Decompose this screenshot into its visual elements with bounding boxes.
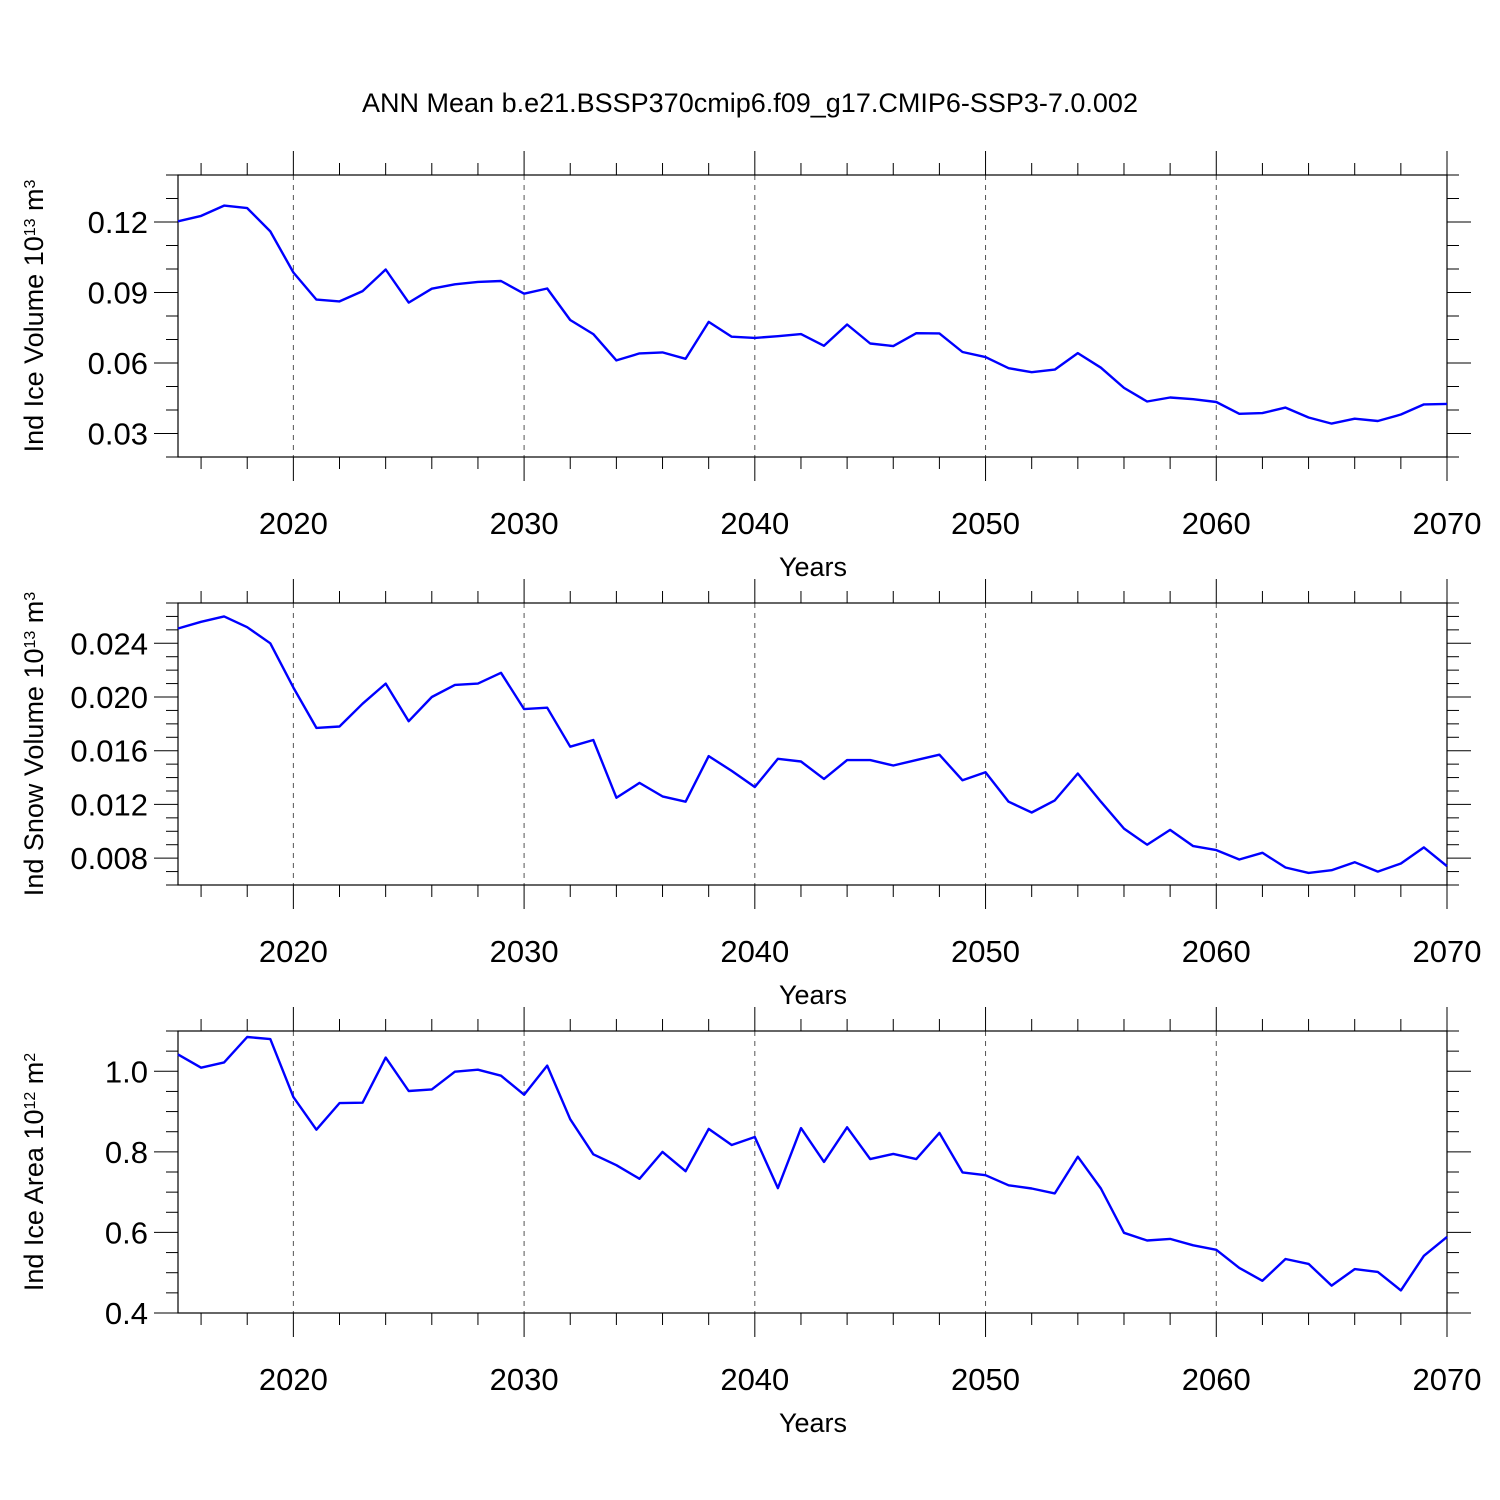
x-tick-label: 2070	[1413, 1362, 1482, 1397]
y-axis-label-unit: m	[19, 601, 49, 631]
x-tick-label: 2050	[951, 1362, 1020, 1397]
x-tick-label: 2040	[720, 1362, 789, 1397]
y-axis-label-unit-exp: 3	[22, 592, 39, 601]
x-tick-label: 2040	[720, 506, 789, 541]
x-tick-label: 2050	[951, 506, 1020, 541]
series-line	[177, 615, 1448, 875]
y-axis-label-unit: m	[19, 188, 49, 218]
y-tick-label: 0.008	[70, 841, 148, 876]
x-tick-label: 2060	[1182, 506, 1251, 541]
y-axis-label-unit-exp: 3	[22, 179, 39, 188]
y-axis-label-unit-exp: 2	[22, 1053, 39, 1062]
y-tick-label: 1.0	[105, 1054, 148, 1089]
y-axis-label-exp: 12	[22, 1092, 39, 1110]
x-tick-label: 2070	[1413, 506, 1482, 541]
chart-title: ANN Mean b.e21.BSSP370cmip6.f09_g17.CMIP…	[362, 88, 1138, 118]
x-tick-label: 2040	[720, 934, 789, 969]
x-tick-label: 2030	[490, 1362, 559, 1397]
y-axis-label: Ind Ice Area 1012 m2	[19, 1053, 49, 1291]
x-tick-label: 2020	[259, 1362, 328, 1397]
plot-frame	[177, 174, 1448, 458]
y-axis-label-text: Ind Ice Volume 10	[19, 236, 49, 452]
y-tick-label: 0.09	[88, 276, 148, 311]
y-axis-label: Ind Snow Volume 1013 m3	[19, 592, 49, 896]
panel-2: 0.008 0.012 0.016 0.020 0.024 2020 2030 2040 205…	[19, 579, 1481, 1010]
panel-1: 0.03 0.06 0.09 0.12 2020 2030 2040 2050 2060 2070…	[19, 151, 1481, 582]
x-tick-label: 2060	[1182, 1362, 1251, 1397]
x-axis-label: Years	[779, 1408, 847, 1438]
y-tick-label: 0.012	[70, 787, 148, 822]
y-tick-label: 0.4	[105, 1296, 148, 1331]
x-tick-label: 2020	[259, 934, 328, 969]
y-axis-label: Ind Ice Volume 1013 m3	[19, 179, 49, 452]
plot-frame	[177, 602, 1448, 886]
y-tick-label: 0.8	[105, 1135, 148, 1170]
x-axis-label: Years	[779, 552, 847, 582]
y-tick-label: 0.6	[105, 1215, 148, 1250]
x-axis-label: Years	[779, 980, 847, 1010]
x-tick-label: 2030	[490, 506, 559, 541]
y-tick-label: 0.06	[88, 346, 148, 381]
panel-3: 0.4 0.6 0.8 1.0 2020 2030 2040 2050 2060 2070 Year…	[19, 1007, 1481, 1438]
y-tick-label: 0.016	[70, 734, 148, 769]
plot-frame	[177, 1030, 1448, 1314]
y-axis-label-text: Ind Ice Area 10	[19, 1110, 49, 1292]
series-line	[177, 1035, 1448, 1292]
y-axis-label-text: Ind Snow Volume 10	[19, 649, 49, 897]
y-tick-label: 0.020	[70, 680, 148, 715]
x-tick-label: 2060	[1182, 934, 1251, 969]
y-axis-label-exp: 13	[22, 631, 39, 649]
x-tick-label: 2030	[490, 934, 559, 969]
series-line	[177, 204, 1448, 425]
y-axis-label-unit: m	[19, 1062, 49, 1092]
y-tick-label: 0.12	[88, 205, 148, 240]
x-tick-label: 2050	[951, 934, 1020, 969]
y-tick-label: 0.03	[88, 417, 148, 452]
x-tick-label: 2020	[259, 506, 328, 541]
x-tick-label: 2070	[1413, 934, 1482, 969]
y-tick-label: 0.024	[70, 626, 148, 661]
y-axis-label-exp: 13	[22, 218, 39, 236]
